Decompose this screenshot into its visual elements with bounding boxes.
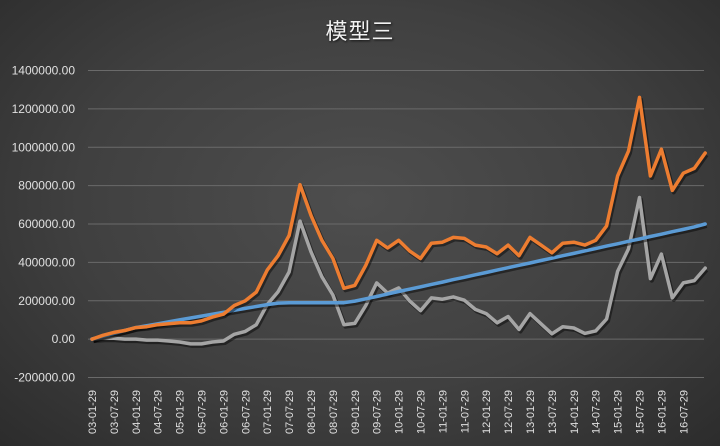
x-tick-label: 14-07-29 [591,390,603,434]
gray-series-line [90,195,707,346]
x-tick-label: 08-01-29 [306,390,318,434]
y-tick-label: 1400000.00 [12,64,76,78]
orange-series-line [90,95,707,341]
x-tick-label: 03-07-29 [109,390,121,434]
x-tick-label: 15-07-29 [635,390,647,434]
x-tick-label: 04-07-29 [153,390,165,434]
x-tick-label: 05-07-29 [197,390,209,434]
x-tick-label: 11-01-29 [437,390,449,433]
x-tick-label: 12-07-29 [503,390,515,434]
x-tick-label: 03-01-29 [87,390,99,434]
x-tick-label: 04-01-29 [131,390,143,434]
x-tick-label: 11-07-29 [459,390,471,433]
y-tick-label: 1000000.00 [12,140,76,154]
x-tick-label: 13-07-29 [547,390,559,434]
orange-series-shadow [92,97,709,343]
x-tick-label: 09-07-29 [372,390,384,434]
x-tick-label: 16-07-29 [678,390,690,434]
x-tick-label: 10-07-29 [416,390,428,434]
y-tick-label: 600000.00 [18,217,75,231]
x-tick-label: 07-01-29 [262,390,274,434]
x-tick-label: 13-01-29 [525,390,537,434]
y-axis-labels: 1400000.00 1200000.00 1000000.00 800000.00 6… [12,64,76,385]
y-tick-label: -200000.00 [14,371,75,385]
x-tick-label: 09-01-29 [350,390,362,434]
x-tick-label: 16-01-29 [656,390,668,434]
x-tick-label: 08-07-29 [328,390,340,434]
x-tick-label: 14-01-29 [569,390,581,434]
gridlines [88,70,704,378]
x-tick-label: 07-07-29 [284,390,296,434]
y-tick-label: 1200000.00 [12,102,76,116]
data-lines [90,95,709,348]
x-tick-label: 10-01-29 [394,390,406,434]
blue-series-line [90,222,707,341]
blue-series-shadow [92,224,708,344]
x-tick-label: 05-01-29 [175,390,187,434]
y-tick-label: 800000.00 [18,179,75,193]
x-tick-label: 06-01-29 [218,390,230,434]
x-tick-label: 06-07-29 [240,390,252,434]
x-tick-label: 15-01-29 [613,390,625,434]
chart-title: 模型三 [325,20,395,45]
y-tick-label: 0.00 [52,332,76,346]
y-tick-label: 400000.00 [18,255,75,269]
x-axis-labels: 03-01-29 03-07-29 04-01-29 04-07-29 05-01-29… [87,390,690,434]
y-tick-label: 200000.00 [18,294,75,308]
x-tick-label: 12-01-29 [481,390,493,434]
